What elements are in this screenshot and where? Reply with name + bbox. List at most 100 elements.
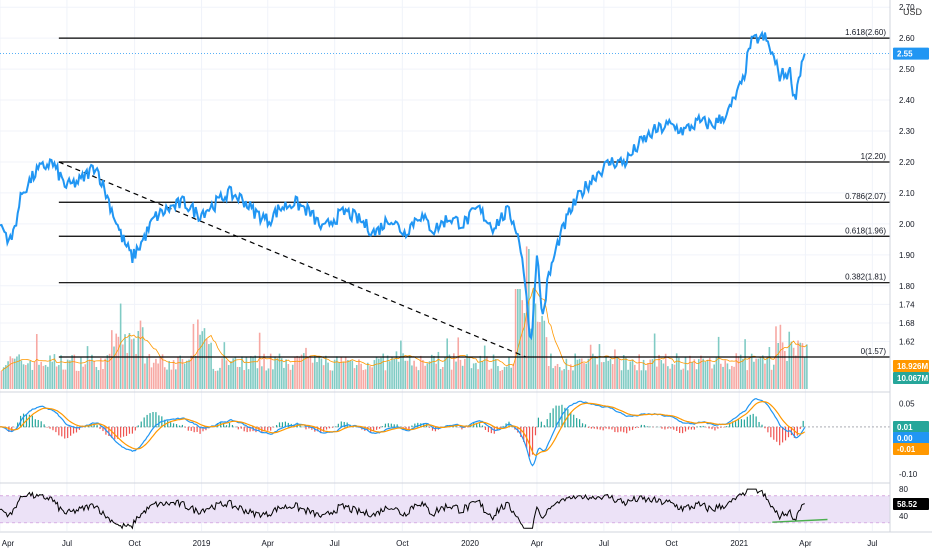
volume-bar xyxy=(799,342,802,389)
volume-bar xyxy=(254,355,257,389)
volume-bar xyxy=(578,358,581,389)
macd-histogram-bar xyxy=(96,425,98,428)
volume-bar xyxy=(80,357,82,389)
volume-bar xyxy=(47,366,49,389)
macd-histogram-bar xyxy=(626,426,628,434)
volume-bar xyxy=(386,355,389,389)
volume-bar xyxy=(795,355,797,389)
volume-bar xyxy=(576,359,579,389)
volume-bar xyxy=(327,362,329,389)
volume-bar xyxy=(38,364,40,389)
volume-bar xyxy=(801,343,804,389)
macd-badge: 0.00 xyxy=(897,434,913,443)
volume-bar xyxy=(20,360,23,389)
macd-histogram-bar xyxy=(746,416,748,428)
volume-bar xyxy=(24,365,27,389)
macd-histogram-bar xyxy=(137,425,139,428)
volume-bar xyxy=(2,367,5,389)
volume-bar xyxy=(155,358,157,389)
volume-bar xyxy=(318,356,321,389)
volume-bar xyxy=(256,368,259,389)
volume-bar xyxy=(797,340,799,389)
volume-bar xyxy=(247,369,250,389)
macd-histogram-bar xyxy=(58,426,60,436)
volume-bar xyxy=(417,370,420,389)
price-tick-label: 2.10 xyxy=(899,189,915,198)
macd-histogram-bar xyxy=(799,426,801,430)
volume-bar xyxy=(406,360,409,389)
volume-bar xyxy=(119,303,122,389)
volume-bar xyxy=(686,370,689,389)
volume-bar xyxy=(483,345,486,389)
volume-bar xyxy=(450,369,453,389)
volume-bar xyxy=(633,364,636,389)
volume-bar xyxy=(139,320,142,389)
volume-bar xyxy=(503,367,506,389)
macd-histogram-bar xyxy=(490,426,492,434)
volume-bar xyxy=(391,357,393,389)
macd-histogram-bar xyxy=(31,415,33,428)
volume-bar xyxy=(236,366,239,389)
volume-bar xyxy=(300,354,303,389)
volume-bar xyxy=(395,351,398,389)
macd-histogram-bar xyxy=(614,426,616,433)
macd-histogram-bar xyxy=(573,414,575,428)
volume-bar xyxy=(291,364,294,389)
macd-histogram-bar xyxy=(134,426,136,431)
volume-bar xyxy=(667,366,669,389)
price-series xyxy=(0,30,806,341)
price-tick-label: 2.50 xyxy=(899,65,915,74)
volume-bar xyxy=(172,360,175,389)
macd-histogram-bar xyxy=(317,426,319,432)
volume-bar xyxy=(66,359,69,389)
volume-bar xyxy=(397,361,400,389)
volume-bar xyxy=(344,357,347,389)
macd-histogram-bar xyxy=(225,425,228,428)
time-tick-label: Jul xyxy=(62,539,72,548)
macd-histogram-bar xyxy=(187,426,189,431)
volume-bar xyxy=(702,358,704,389)
volume-bar xyxy=(598,344,601,389)
volume-bar xyxy=(108,353,111,389)
volume-bar xyxy=(517,289,519,389)
macd-histogram-bar xyxy=(417,422,419,428)
volume-bar xyxy=(148,353,151,389)
volume-bar xyxy=(728,369,731,389)
volume-bar xyxy=(558,367,561,389)
volume-bar xyxy=(188,359,190,389)
volume-bar xyxy=(333,359,336,389)
macd-histogram-bar xyxy=(681,426,684,434)
volume-bar xyxy=(338,362,340,389)
macd-signal-badge-bg xyxy=(893,443,929,455)
volume-bar xyxy=(704,361,707,389)
volume-bar xyxy=(477,369,479,389)
volume-bar xyxy=(40,361,42,389)
macd-histogram-bar xyxy=(311,426,313,430)
macd-histogram-bar xyxy=(567,409,569,428)
volume-bar xyxy=(314,355,316,389)
volume-bar xyxy=(653,333,656,389)
volume-bar xyxy=(289,369,292,389)
volume-bar xyxy=(466,354,468,389)
time-tick-label: Jul xyxy=(330,539,340,548)
volume-bar xyxy=(691,361,693,389)
volume-bar xyxy=(305,347,307,389)
volume-bar xyxy=(203,328,206,389)
volume-bar xyxy=(439,368,442,389)
macd-histogram-bar xyxy=(264,426,266,432)
macd-histogram-bar xyxy=(55,426,57,433)
macd-badge-bg xyxy=(893,432,929,444)
macd-histogram-bar xyxy=(61,426,63,437)
time-tick-label: Oct xyxy=(128,539,141,548)
volume-bar xyxy=(530,328,532,389)
time-tick-label: 2021 xyxy=(730,539,748,548)
macd-histogram-bar xyxy=(149,413,151,428)
macd-histogram-bar xyxy=(776,426,778,442)
macd-histogram-bar xyxy=(28,414,31,428)
volume-bar xyxy=(419,355,422,389)
macd-histogram-bar xyxy=(164,419,166,428)
volume-bar xyxy=(748,358,751,389)
volume-bar xyxy=(9,356,12,389)
volume-bar xyxy=(675,353,678,389)
volume-bar xyxy=(201,331,204,389)
